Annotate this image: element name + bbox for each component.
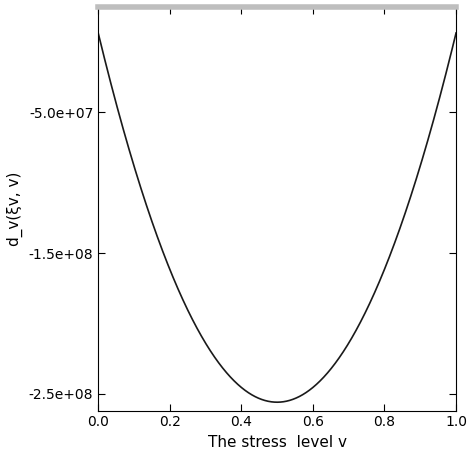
- Y-axis label: d_v(ξv, v): d_v(ξv, v): [7, 172, 23, 246]
- X-axis label: The stress  level v: The stress level v: [208, 435, 346, 450]
